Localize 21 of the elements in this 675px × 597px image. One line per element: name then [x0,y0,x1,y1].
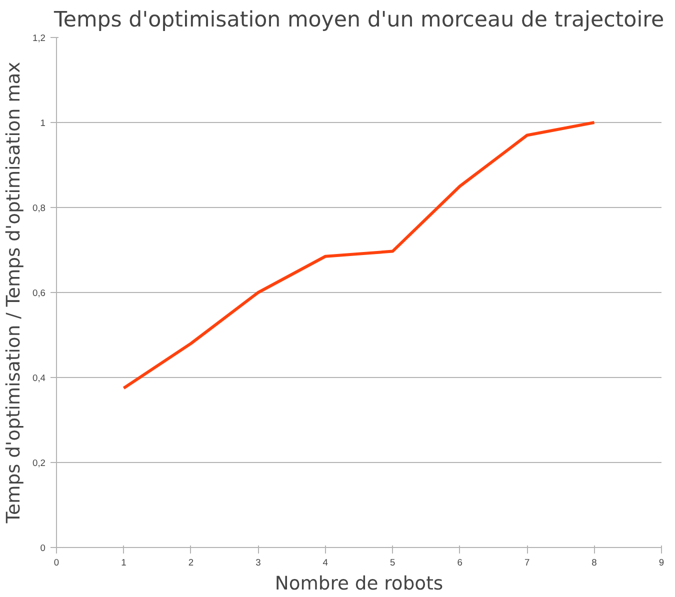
x-tick-label: 2 [188,558,194,568]
y-tick-label: 0,2 [32,458,46,468]
y-axis-title: Temps d'optimisation / Temps d'optimisation max [4,62,25,524]
y-tick-label: 1 [40,118,46,128]
y-tick-label: 0 [40,543,46,553]
x-tick-label: 8 [592,558,597,568]
y-tick-label: 0,4 [32,373,46,383]
x-axis-title: Nombre de robots [274,574,444,594]
x-tick-label: 5 [390,558,396,568]
x-tick-label: 7 [524,558,530,568]
x-tick-label: 3 [256,558,261,568]
y-tick-label: 0,6 [32,288,46,298]
chart-title: Temps d'optimisation moyen d'un morceau de trajectoire [52,8,664,32]
x-tick-label: 9 [658,558,664,568]
x-tick-label: 4 [322,558,328,568]
y-tick-label: 0,8 [32,203,46,213]
x-tick-label: 6 [457,558,462,568]
y-tick-label: 1,2 [32,33,46,43]
x-tick-label: 0 [54,558,60,568]
x-tick-label: 1 [121,558,126,568]
line-series [122,121,596,390]
